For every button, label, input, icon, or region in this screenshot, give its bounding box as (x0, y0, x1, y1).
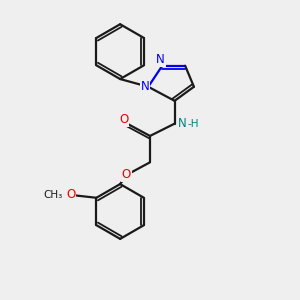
Text: O: O (122, 168, 131, 181)
Text: CH₃: CH₃ (43, 190, 62, 200)
Text: N: N (177, 117, 186, 130)
Text: -H: -H (188, 119, 199, 129)
Text: N: N (156, 53, 165, 66)
Text: N: N (141, 80, 150, 93)
Text: O: O (119, 113, 128, 126)
Text: O: O (67, 188, 76, 202)
